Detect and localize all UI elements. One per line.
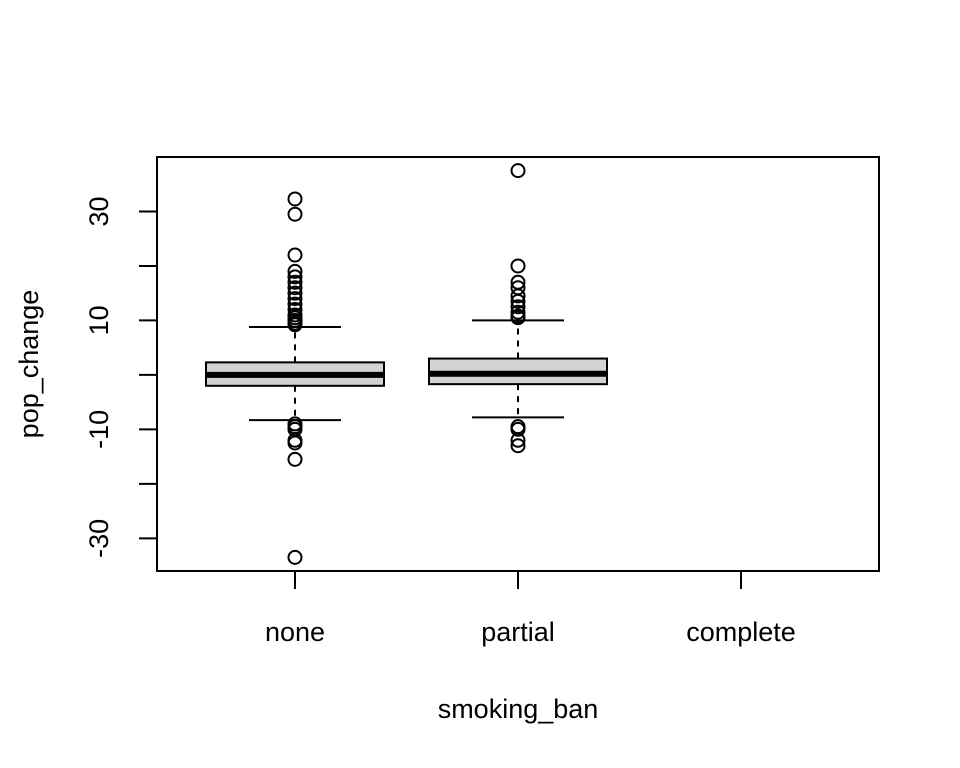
outlier-point bbox=[510, 432, 526, 448]
outlier-point bbox=[510, 163, 526, 179]
outlier-point bbox=[287, 317, 303, 333]
outlier-point bbox=[287, 285, 303, 301]
outlier-point bbox=[287, 191, 303, 207]
outlier-point bbox=[510, 288, 526, 304]
y-tick-label: -30 bbox=[84, 519, 114, 558]
outlier-point bbox=[510, 258, 526, 274]
outlier-point bbox=[510, 293, 526, 309]
y-axis-title: pop_change bbox=[14, 290, 44, 439]
x-tick-label: none bbox=[265, 617, 325, 647]
y-tick-label: -10 bbox=[84, 410, 114, 449]
outlier-point bbox=[287, 269, 303, 285]
outlier-point bbox=[510, 299, 526, 315]
outlier-point bbox=[287, 280, 303, 296]
y-tick-label: 30 bbox=[84, 196, 114, 226]
y-axis: -30 -10 10 30 bbox=[84, 196, 158, 558]
y-tick-label: 10 bbox=[84, 305, 114, 335]
x-tick-label: complete bbox=[686, 617, 796, 647]
outlier-point bbox=[510, 421, 526, 437]
outlier-point bbox=[287, 274, 303, 290]
outlier-point bbox=[287, 263, 303, 279]
outlier-point bbox=[510, 438, 526, 454]
outlier-point bbox=[287, 247, 303, 263]
box-partial bbox=[428, 163, 608, 454]
x-axis-title: smoking_ban bbox=[438, 694, 599, 724]
x-tick-label: partial bbox=[481, 617, 555, 647]
outlier-point bbox=[287, 451, 303, 467]
box-none bbox=[205, 191, 385, 565]
outlier-point bbox=[510, 310, 526, 326]
outlier-point bbox=[287, 206, 303, 222]
outlier-point bbox=[510, 304, 526, 320]
box-group bbox=[205, 163, 608, 565]
outlier-point bbox=[287, 291, 303, 307]
outlier-point bbox=[287, 435, 303, 451]
outlier-point bbox=[287, 549, 303, 565]
x-axis: none partial complete bbox=[265, 570, 796, 647]
